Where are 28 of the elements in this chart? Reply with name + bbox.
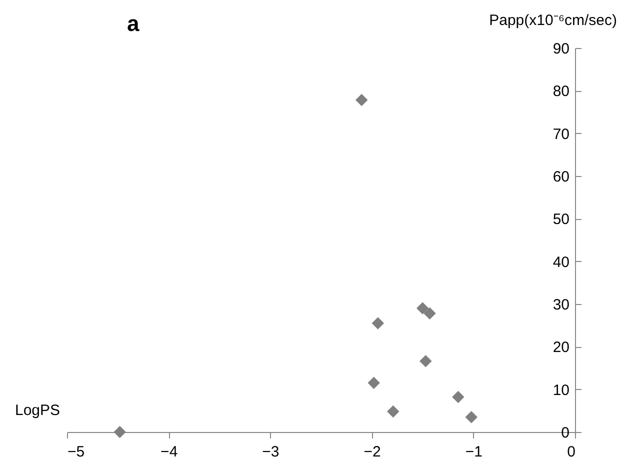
chart-title: a bbox=[127, 11, 140, 36]
y-tick-label: 50 bbox=[552, 211, 570, 228]
point bbox=[356, 94, 368, 106]
point bbox=[372, 317, 384, 330]
point bbox=[387, 405, 400, 418]
y-tick-label: 30 bbox=[552, 296, 570, 314]
point bbox=[420, 355, 432, 368]
y-tick-label: 40 bbox=[552, 254, 570, 271]
y-tick-label: 20 bbox=[552, 339, 570, 356]
x-tick-label: −1 bbox=[465, 444, 482, 460]
point bbox=[114, 426, 126, 438]
y-tick-label: 90 bbox=[552, 40, 570, 58]
x-tick-label: −4 bbox=[160, 444, 178, 460]
y-tick-label: 70 bbox=[552, 126, 570, 143]
point bbox=[416, 302, 429, 314]
y-tick-label: 60 bbox=[552, 168, 570, 186]
x-axis-title: LogPS bbox=[15, 402, 60, 419]
point bbox=[424, 307, 436, 320]
y-axis-title: Papp(x10⁻⁶cm/sec) bbox=[489, 12, 617, 29]
point bbox=[368, 376, 380, 390]
x-tick-label: −2 bbox=[364, 444, 381, 460]
point bbox=[452, 390, 464, 404]
y-tick-label: 10 bbox=[552, 382, 570, 399]
x-tick-label: −5 bbox=[68, 444, 85, 460]
y-tick-label: 0 bbox=[561, 424, 570, 442]
y-tick-label: 80 bbox=[552, 83, 570, 100]
point bbox=[465, 410, 478, 424]
x-tick-label: −3 bbox=[262, 444, 280, 460]
